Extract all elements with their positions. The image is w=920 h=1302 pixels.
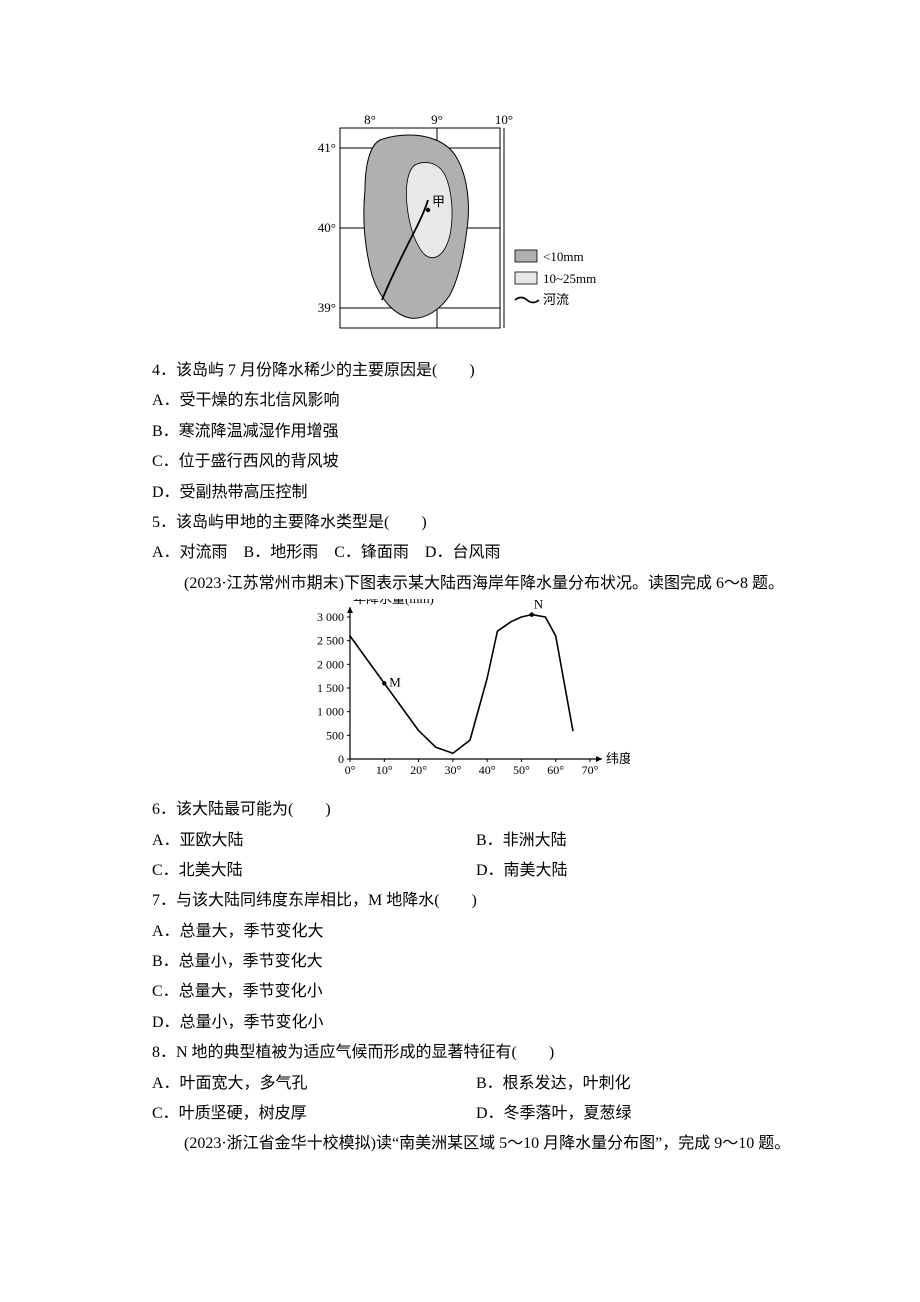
q4-stem: 4．该岛屿 7 月份降水稀少的主要原因是( )	[120, 356, 800, 386]
q7-opt-b: B．总量小，季节变化大	[120, 947, 800, 977]
svg-text:40°: 40°	[318, 220, 336, 235]
svg-text:<10mm: <10mm	[543, 249, 584, 264]
svg-text:41°: 41°	[318, 140, 336, 155]
svg-text:8°: 8°	[364, 112, 376, 127]
q5-stem: 5．该岛屿甲地的主要降水类型是( )	[120, 508, 800, 538]
intro-9-10: (2023·浙江省金华十校模拟)读“南美洲某区域 5～10 月降水量分布图”，完…	[120, 1129, 800, 1159]
q7-opt-c: C．总量大，季节变化小	[120, 977, 800, 1007]
svg-text:N: N	[534, 599, 544, 612]
svg-text:年降水量(mm): 年降水量(mm)	[353, 599, 434, 606]
svg-text:河流: 河流	[543, 292, 569, 307]
q6-row-ab: A．亚欧大陆 B．非洲大陆	[120, 826, 800, 856]
q6-opt-d: D．南美大陆	[476, 856, 800, 886]
q8-stem: 8．N 地的典型植被为适应气候而形成的显著特征有( )	[120, 1038, 800, 1068]
figure-2-wrap: 0 500 1 000 1 500 2 000 2 500 3 000 0° 10° 20° 30°…	[120, 599, 800, 789]
figure-1-map: 8° 9° 10° 41° 40° 39° 甲 <10mm 10~25mm 河流	[310, 110, 610, 350]
svg-text:50°: 50°	[513, 763, 530, 777]
q6-opt-b: B．非洲大陆	[476, 826, 800, 856]
q8-row-ab: A．叶面宽大，多气孔 B．根系发达，叶刺化	[120, 1069, 800, 1099]
svg-text:500: 500	[326, 728, 344, 742]
q6-opt-a: A．亚欧大陆	[152, 826, 476, 856]
q8-opt-c: C．叶质坚硬，树皮厚	[152, 1099, 476, 1129]
svg-text:40°: 40°	[479, 763, 496, 777]
svg-text:M: M	[389, 674, 401, 689]
q4-opt-c: C．位于盛行西风的背风坡	[120, 447, 800, 477]
q8-opt-a: A．叶面宽大，多气孔	[152, 1069, 476, 1099]
svg-text:70°: 70°	[582, 763, 599, 777]
q7-opt-a: A．总量大，季节变化大	[120, 917, 800, 947]
svg-text:甲: 甲	[432, 194, 445, 209]
svg-text:30°: 30°	[444, 763, 461, 777]
figure-1-wrap: 8° 9° 10° 41° 40° 39° 甲 <10mm 10~25mm 河流	[120, 110, 800, 350]
q5-opts: A．对流雨 B．地形雨 C．锋面雨 D．台风雨	[120, 538, 800, 568]
svg-text:10~25mm: 10~25mm	[543, 271, 596, 286]
svg-text:39°: 39°	[318, 300, 336, 315]
q6-opt-c: C．北美大陆	[152, 856, 476, 886]
q7-stem: 7．与该大陆同纬度东岸相比，M 地降水( )	[120, 886, 800, 916]
q8-opt-d: D．冬季落叶，夏葱绿	[476, 1099, 800, 1129]
svg-text:纬度: 纬度	[606, 751, 630, 766]
svg-text:2 000: 2 000	[317, 657, 344, 671]
q4-opt-a: A．受干燥的东北信风影响	[120, 386, 800, 416]
q8-row-cd: C．叶质坚硬，树皮厚 D．冬季落叶，夏葱绿	[120, 1099, 800, 1129]
svg-text:1 000: 1 000	[317, 705, 344, 719]
svg-text:10°: 10°	[376, 763, 393, 777]
svg-text:1 500: 1 500	[317, 681, 344, 695]
svg-text:9°: 9°	[431, 112, 443, 127]
svg-text:2 500: 2 500	[317, 634, 344, 648]
svg-text:20°: 20°	[410, 763, 427, 777]
q6-row-cd: C．北美大陆 D．南美大陆	[120, 856, 800, 886]
figure-2-chart: 0 500 1 000 1 500 2 000 2 500 3 000 0° 10° 20° 30°…	[290, 599, 630, 789]
q4-opt-d: D．受副热带高压控制	[120, 478, 800, 508]
intro-6-8: (2023·江苏常州市期末)下图表示某大陆西海岸年降水量分布状况。读图完成 6～…	[120, 569, 800, 599]
svg-text:10°: 10°	[495, 112, 513, 127]
q4-opt-b: B．寒流降温减湿作用增强	[120, 417, 800, 447]
page: 8° 9° 10° 41° 40° 39° 甲 <10mm 10~25mm 河流 4．该岛屿 7 …	[0, 0, 920, 1302]
svg-text:60°: 60°	[547, 763, 564, 777]
q8-opt-b: B．根系发达，叶刺化	[476, 1069, 800, 1099]
q6-stem: 6．该大陆最可能为( )	[120, 795, 800, 825]
svg-text:3 000: 3 000	[317, 610, 344, 624]
svg-text:0°: 0°	[345, 763, 356, 777]
q7-opt-d: D．总量小，季节变化小	[120, 1008, 800, 1038]
svg-text:0: 0	[338, 752, 344, 766]
